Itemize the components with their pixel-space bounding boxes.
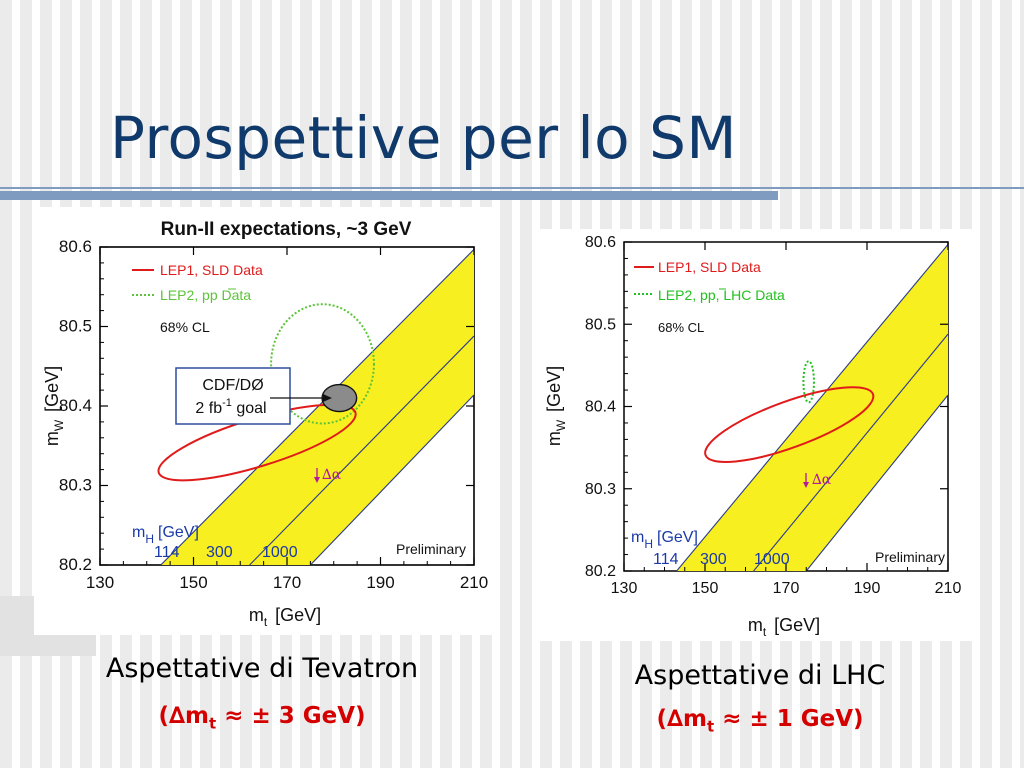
lhc-chart-panel: 80.2 80.3 80.4 80.5 80.6 130 150 170 190 210 LEP… — [536, 229, 972, 641]
y-axis-label: mW[GeV] — [42, 366, 66, 446]
legend-lep2-label: LEP2, pp Data — [160, 287, 251, 303]
lep2-ellipse — [270, 303, 375, 425]
x-tick-label: 190 — [854, 580, 881, 597]
mh-value-114: 114 — [653, 551, 679, 568]
y-axis-label: mW[GeV] — [544, 366, 568, 446]
y-tick-label: 80.3 — [59, 476, 92, 495]
title-rule-thick — [0, 191, 778, 200]
y-tick-group: 80.2 80.3 80.4 80.5 80.6 — [59, 237, 474, 574]
goal-arrow-head — [323, 394, 332, 402]
mh-label: mH [GeV] — [132, 524, 199, 546]
y-tick-label: 80.2 — [59, 555, 92, 574]
y-tick-label: 80.3 — [585, 481, 616, 498]
tevatron-chart: Run-II expectations, ~3 GeV 80.2 80.3 80.4… — [42, 219, 488, 629]
higgs-line-114 — [160, 248, 474, 565]
x-axis-label: mt [GeV] — [748, 615, 820, 639]
goal-label: 2 fb-1 goal — [195, 397, 266, 417]
mh-value-114: 114 — [154, 544, 180, 561]
x-tick-group: 130 150 170 190 210 — [611, 242, 962, 597]
higgs-band — [676, 244, 948, 571]
cdf-d0-label-box — [175, 367, 291, 425]
lep1-ellipse — [704, 386, 875, 463]
x-tick-label: 210 — [460, 573, 488, 592]
lhc-mt-precision: (∆mt ≈ ± 1 GeV) — [656, 706, 864, 736]
delta-alpha-arrowhead — [314, 477, 320, 483]
mh-label: mH [GeV] — [631, 529, 698, 551]
delta-alpha-arrowhead — [803, 482, 809, 488]
legend-lep1-label: LEP1, SLD Data — [658, 259, 761, 275]
x-tick-label: 210 — [935, 580, 962, 597]
y-tick-label: 80.6 — [59, 237, 92, 256]
lep2-ellipse — [802, 360, 815, 404]
x-tick-label: 130 — [86, 573, 114, 592]
delta-alpha-label: ∆α — [812, 472, 832, 488]
lhc-chart: 80.2 80.3 80.4 80.5 80.6 130 150 170 190 210 LEP… — [544, 234, 962, 639]
y-tick-label: 80.5 — [59, 317, 92, 336]
x-tick-group: 130 150 170 190 210 — [86, 247, 488, 592]
slide-title: Prospettive per lo SM — [110, 104, 737, 172]
x-tick-label: 150 — [692, 580, 719, 597]
mh-value-300: 300 — [700, 551, 727, 568]
mh-value-1000: 1000 — [754, 551, 790, 568]
x-tick-label: 150 — [179, 573, 207, 592]
preliminary-label: Preliminary — [875, 549, 945, 565]
higgs-line-1000 — [309, 394, 474, 565]
cdf-d0-label: CDF/DØ — [202, 377, 263, 394]
tevatron-chart-panel: Run-II expectations, ~3 GeV 80.2 80.3 80.4… — [34, 207, 494, 635]
y-tick-label: 80.5 — [585, 316, 616, 333]
higgs-line-1000 — [805, 394, 948, 571]
y-tick-label: 80.6 — [585, 234, 616, 251]
higgs-line-114 — [676, 244, 948, 571]
legend-lep1-label: LEP1, SLD Data — [160, 262, 263, 278]
mh-value-1000: 1000 — [262, 544, 298, 561]
preliminary-label: Preliminary — [396, 541, 466, 557]
lhc-caption: Aspettative di LHC — [634, 660, 886, 691]
x-axis-label: mt [GeV] — [249, 605, 321, 629]
tevatron-mt-precision: (∆mt ≈ ± 3 GeV) — [158, 703, 366, 733]
y-tick-label: 80.4 — [585, 399, 616, 416]
cl-label: 68% CL — [160, 319, 210, 335]
mh-value-300: 300 — [206, 544, 233, 561]
x-tick-label: 170 — [273, 573, 301, 592]
x-tick-label: 130 — [611, 580, 638, 597]
x-tick-label: 170 — [773, 580, 800, 597]
higgs-line-300 — [249, 335, 474, 565]
chart-title: Run-II expectations, ~3 GeV — [161, 219, 412, 240]
y-tick-group: 80.2 80.3 80.4 80.5 80.6 — [585, 234, 948, 580]
y-tick-label: 80.2 — [585, 563, 616, 580]
higgs-line-300 — [753, 333, 948, 571]
tevatron-caption: Aspettative di Tevatron — [105, 653, 419, 684]
cl-label: 68% CL — [658, 320, 704, 335]
legend-lep2-label: LEP2, pp, LHC Data — [658, 287, 785, 303]
higgs-band — [160, 248, 474, 565]
delta-alpha-label: ∆α — [322, 467, 342, 483]
x-tick-label: 190 — [366, 573, 394, 592]
title-rule-thin — [0, 187, 1024, 189]
y-tick-label: 80.4 — [59, 396, 92, 415]
